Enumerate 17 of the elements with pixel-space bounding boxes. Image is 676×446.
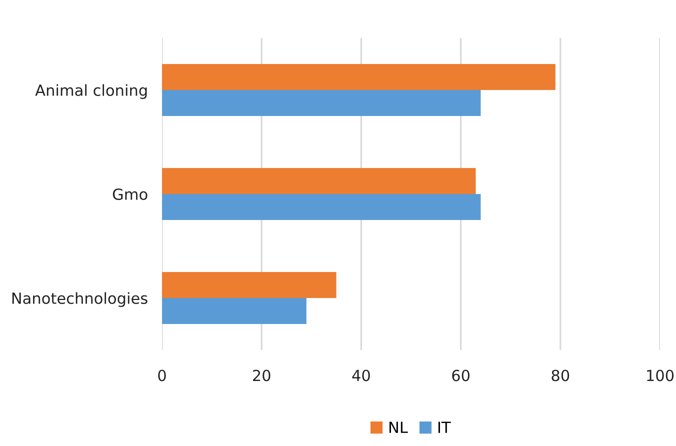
x-tick-label: 20 [253, 370, 270, 382]
x-tick-label: 0 [158, 370, 166, 382]
x-tick-label: 100 [647, 370, 674, 382]
bar [162, 90, 481, 116]
x-tick-label: 80 [552, 370, 570, 382]
y-tick-label: Gmo [112, 188, 148, 200]
bar [162, 168, 476, 194]
y-tick-label: Animal cloning [35, 84, 147, 99]
x-tick-label: 40 [352, 370, 370, 382]
legend-label: IT [438, 422, 451, 433]
bar [162, 194, 481, 220]
bar [162, 298, 306, 324]
y-tick-label: Nanotechnologies [12, 292, 148, 307]
bar [162, 64, 556, 90]
bar [162, 272, 336, 298]
legend-label: NL [390, 422, 408, 433]
x-tick-label: 60 [452, 370, 470, 382]
